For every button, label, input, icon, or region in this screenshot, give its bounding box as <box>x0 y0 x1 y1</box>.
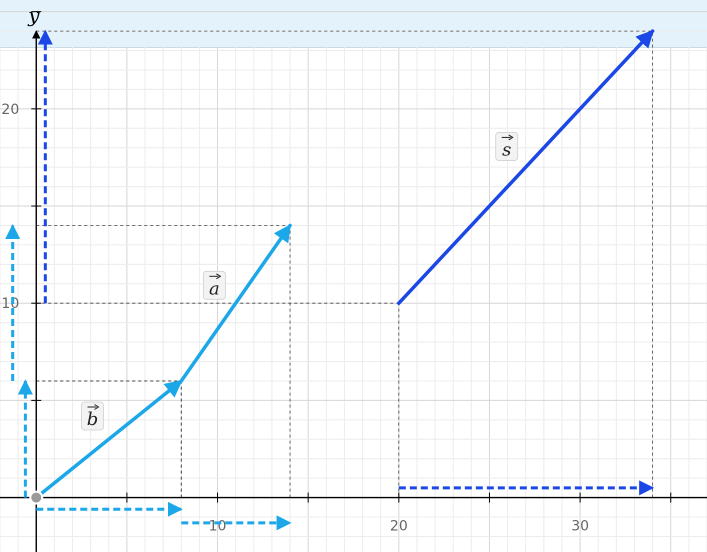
y-axis-name: y <box>27 3 40 27</box>
vector-label-a: a <box>202 270 226 300</box>
vector-label-arrow-head <box>508 134 514 141</box>
vector-label-s: s <box>495 132 519 161</box>
vector-label-box <box>495 132 519 161</box>
vector-label-arrow-head <box>216 273 222 280</box>
y-tick-label: 20 <box>1 102 19 118</box>
vector-b[interactable] <box>34 379 184 500</box>
axes: y <box>0 3 707 552</box>
vectors[interactable] <box>34 29 655 500</box>
grid-lines <box>0 11 707 552</box>
vector-labels: b a s <box>81 132 519 431</box>
x-tick-label: 10 <box>209 519 227 535</box>
vector-components <box>5 29 655 531</box>
x-tick-label: 30 <box>571 519 589 535</box>
y-tick-label: 10 <box>1 296 19 312</box>
vector-a[interactable] <box>179 223 292 383</box>
axis-ticks: 10 20 30 10 20 <box>1 11 672 535</box>
vector-label-letter: a <box>209 278 220 299</box>
header-bar <box>0 0 707 48</box>
origin-point[interactable] <box>29 490 44 505</box>
vector-s[interactable] <box>397 29 655 305</box>
vector-label-letter: s <box>502 139 511 160</box>
vector-label-box <box>81 401 104 431</box>
vector-label-arrow-head <box>94 404 100 410</box>
vector-label-box <box>202 270 226 300</box>
x-tick-label: 20 <box>390 519 408 535</box>
vector-label-letter: b <box>87 409 99 430</box>
projection-guides <box>36 30 654 498</box>
vector-label-b: b <box>81 401 104 431</box>
